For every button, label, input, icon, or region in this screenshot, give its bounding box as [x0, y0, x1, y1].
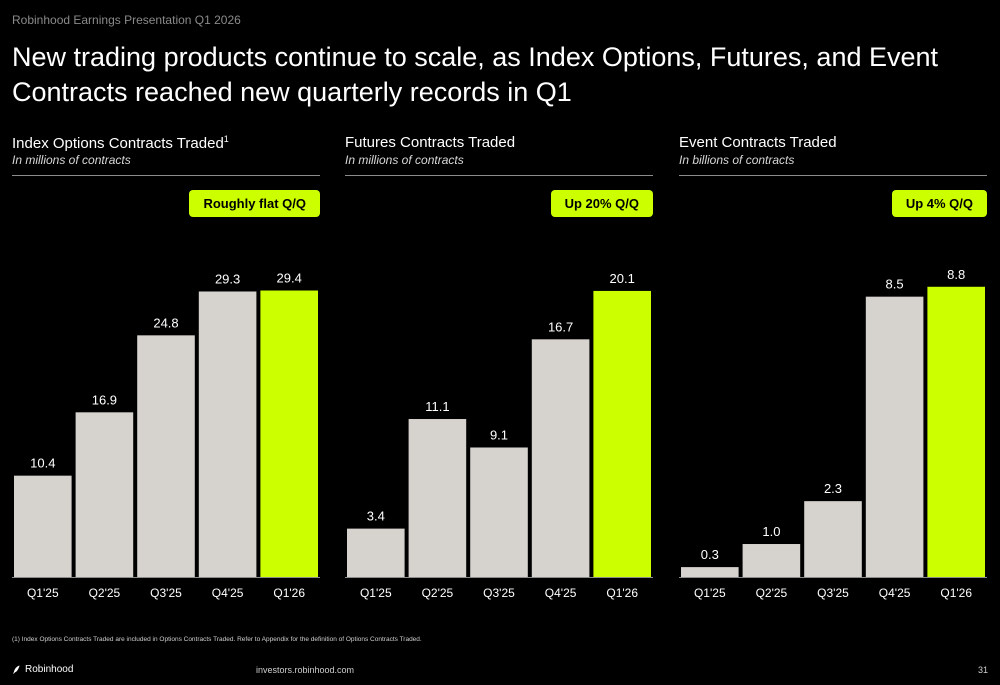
x-tick-label: Q3'25 — [817, 586, 849, 600]
chart-panel-futures: Futures Contracts Traded In millions of … — [345, 134, 653, 604]
data-label: 3.4 — [367, 509, 385, 524]
feather-icon — [12, 665, 20, 674]
change-badge: Up 4% Q/Q — [891, 190, 987, 217]
data-label: 20.1 — [610, 271, 635, 286]
data-label: 1.0 — [762, 524, 780, 539]
data-label: 11.1 — [425, 399, 449, 414]
chart-title-text: Event Contracts Traded — [679, 134, 837, 151]
chart-panel-index-options: Index Options Contracts Traded1 In milli… — [12, 134, 320, 604]
bar-Q4'25 — [198, 291, 257, 577]
website-link[interactable]: investors.robinhood.com — [256, 665, 355, 675]
x-tick-label: Q1'26 — [606, 586, 638, 600]
chart-title-text: Index Options Contracts Traded — [12, 135, 224, 152]
data-label: 24.8 — [153, 315, 178, 330]
x-tick-label: Q4'25 — [545, 586, 577, 600]
data-label: 9.1 — [490, 427, 508, 442]
data-label: 16.7 — [548, 319, 573, 334]
chart-subtitle: In millions of contracts — [345, 153, 464, 167]
x-tick-label: Q3'25 — [483, 586, 515, 600]
bar-Q4'25 — [531, 339, 590, 577]
bar-Q1'26 — [593, 290, 651, 577]
x-tick-label: Q2'25 — [756, 586, 788, 600]
data-label: 2.3 — [824, 481, 842, 496]
bar-Q3'25 — [470, 447, 528, 577]
x-tick-label: Q4'25 — [879, 586, 911, 600]
x-tick-label: Q1'26 — [273, 586, 305, 600]
logo-text: Robinhood — [25, 664, 74, 675]
deck-title: Robinhood Earnings Presentation Q1 2026 — [12, 13, 241, 27]
bar-Q1'25 — [14, 475, 72, 577]
x-tick-label: Q1'26 — [940, 586, 972, 600]
bar-Q1'26 — [927, 286, 985, 577]
bar-chart: 0.3 Q1'25 1.0 Q2'25 2.3 Q3'25 8.5 Q4'25 8.8 Q1'26 — [679, 267, 987, 600]
chart-title: Event Contracts Traded — [679, 134, 837, 151]
x-tick-label: Q1'25 — [694, 586, 726, 600]
divider — [12, 175, 320, 176]
bar-Q2'25 — [742, 544, 801, 577]
chart-title: Index Options Contracts Traded1 — [12, 134, 229, 152]
data-label: 10.4 — [30, 456, 55, 471]
x-tick-label: Q1'25 — [360, 586, 392, 600]
change-badge: Up 20% Q/Q — [550, 190, 653, 217]
bar-Q3'25 — [137, 335, 195, 577]
x-tick-label: Q2'25 — [89, 586, 121, 600]
x-tick-label: Q1'25 — [27, 586, 59, 600]
bar-Q2'25 — [75, 412, 134, 577]
x-tick-label: Q3'25 — [150, 586, 182, 600]
slide-title: New trading products continue to scale, … — [12, 42, 939, 107]
chart-title-text: Futures Contracts Traded — [345, 134, 516, 151]
bar-Q1'26 — [260, 290, 318, 577]
robinhood-logo: Robinhood — [12, 664, 73, 675]
page-number: 31 — [977, 665, 988, 675]
chart-subtitle: In millions of contracts — [12, 153, 131, 167]
divider — [679, 175, 987, 176]
bar-Q2'25 — [408, 419, 467, 577]
change-badge: Roughly flat Q/Q — [189, 190, 320, 217]
bar-Q4'25 — [865, 296, 924, 577]
bar-Q1'25 — [347, 528, 405, 577]
chart-title: Futures Contracts Traded — [345, 134, 515, 151]
data-label: 29.3 — [215, 271, 240, 286]
chart-panel-event-contracts: Event Contracts Traded In billions of co… — [679, 134, 987, 604]
divider — [345, 175, 653, 176]
data-label: 8.5 — [886, 277, 904, 292]
data-label: 8.8 — [947, 267, 965, 282]
footnote-marker: 1 — [223, 134, 229, 144]
chart-subtitle: In billions of contracts — [679, 153, 795, 167]
bar-chart: 3.4 Q1'25 11.1 Q2'25 9.1 Q3'25 16.7 Q4'25 20.1 Q1… — [345, 271, 653, 600]
x-tick-label: Q4'25 — [212, 586, 244, 600]
data-label: 29.4 — [277, 271, 302, 286]
x-tick-label: Q2'25 — [422, 586, 454, 600]
data-label: 0.3 — [701, 547, 719, 562]
footnote: (1) Index Options Contracts Traded are i… — [12, 636, 422, 643]
bar-Q3'25 — [804, 501, 862, 577]
data-label: 16.9 — [92, 392, 117, 407]
bar-Q1'25 — [681, 567, 739, 577]
bar-chart: 10.4 Q1'25 16.9 Q2'25 24.8 Q3'25 29.3 Q4'25 29.4… — [12, 271, 320, 600]
